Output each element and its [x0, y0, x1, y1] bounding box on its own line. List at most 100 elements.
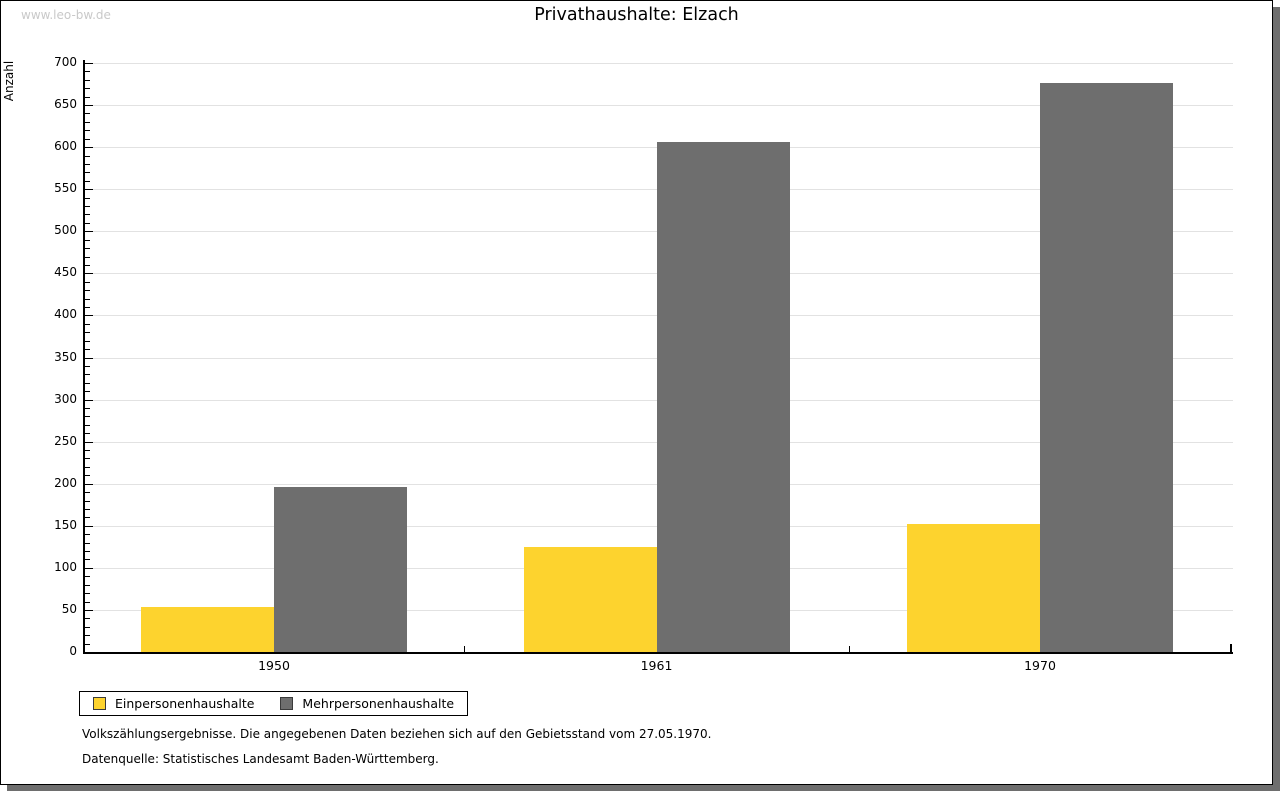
- panel-shadow-right: [1273, 7, 1280, 791]
- y-tick-label: 150: [54, 517, 77, 532]
- y-minor-tick: [85, 71, 90, 73]
- legend-swatch-einpersonenhaushalte: [93, 697, 106, 710]
- y-minor-tick: [85, 635, 90, 637]
- y-minor-tick: [85, 264, 90, 266]
- x-tick-label: 1970: [1024, 658, 1056, 673]
- y-minor-tick: [85, 391, 90, 393]
- y-major-tick: [85, 231, 93, 233]
- y-minor-tick: [85, 290, 90, 292]
- y-minor-tick: [85, 365, 90, 367]
- y-minor-tick: [85, 239, 90, 241]
- legend-item-mehrpersonenhaushalte: Mehrpersonenhaushalte: [280, 696, 454, 711]
- footnote-gebietsstand: Volkszählungsergebnisse. Die angegebenen…: [82, 727, 712, 741]
- y-tick-label: 100: [54, 559, 77, 574]
- legend-label-mehrpersonenhaushalte: Mehrpersonenhaushalte: [302, 696, 455, 711]
- y-minor-tick: [85, 113, 90, 115]
- y-axis-line: [83, 60, 85, 654]
- y-minor-tick: [85, 584, 90, 586]
- y-minor-tick: [85, 643, 90, 645]
- y-minor-tick: [85, 475, 90, 477]
- y-minor-tick: [85, 307, 90, 308]
- y-minor-tick: [85, 626, 90, 628]
- y-tick-label: 500: [54, 223, 77, 238]
- y-minor-tick: [85, 332, 90, 334]
- y-minor-tick: [85, 601, 90, 603]
- y-major-tick: [85, 63, 93, 64]
- y-tick-label: 350: [54, 349, 77, 364]
- y-minor-tick: [85, 281, 90, 283]
- y-minor-tick: [85, 593, 90, 595]
- y-major-tick: [85, 483, 93, 485]
- y-major-tick: [85, 357, 93, 359]
- bar-einpersonenhaushalte-1970: [907, 524, 1040, 652]
- gridline: [85, 105, 1233, 107]
- y-minor-tick: [85, 256, 90, 258]
- y-minor-tick: [85, 500, 90, 502]
- y-major-tick: [85, 189, 93, 191]
- y-major-tick: [85, 525, 93, 527]
- legend: Einpersonenhaushalte Mehrpersonenhaushalt…: [79, 691, 469, 716]
- y-tick-label: 650: [54, 97, 77, 112]
- y-major-tick: [85, 147, 93, 149]
- y-minor-tick: [85, 323, 90, 325]
- y-minor-tick: [85, 96, 90, 98]
- y-minor-tick: [85, 424, 90, 426]
- y-minor-tick: [85, 349, 90, 351]
- y-tick-label: 50: [61, 601, 77, 616]
- watermark: www.leo-bw.de: [21, 8, 111, 22]
- y-minor-tick: [85, 206, 90, 208]
- y-minor-tick: [85, 508, 90, 510]
- y-major-tick: [85, 105, 93, 107]
- y-major-tick: [85, 567, 93, 569]
- y-minor-tick: [85, 340, 90, 342]
- y-minor-tick: [85, 214, 90, 216]
- legend-label-einpersonenhaushalte: Einpersonenhaushalte: [115, 696, 255, 711]
- y-tick-label: 0: [69, 644, 77, 658]
- y-minor-tick: [85, 466, 90, 468]
- x-axis-end-tick: [1230, 644, 1232, 652]
- chart-title: Privathaushalte: Elzach: [534, 5, 739, 25]
- y-minor-tick: [85, 172, 90, 174]
- panel-shadow-bottom: [7, 785, 1273, 791]
- y-minor-tick: [85, 197, 90, 199]
- y-minor-tick: [85, 222, 90, 224]
- y-tick-label: 700: [54, 55, 77, 69]
- y-minor-tick: [85, 492, 90, 494]
- footnote-datenquelle: Datenquelle: Statistisches Landesamt Bad…: [82, 752, 439, 766]
- y-tick-label: 200: [54, 475, 77, 490]
- y-tick-label: 450: [54, 265, 77, 280]
- y-minor-tick: [85, 382, 90, 384]
- y-tick-label: 250: [54, 433, 77, 448]
- y-major-tick: [85, 399, 93, 401]
- y-minor-tick: [85, 576, 90, 578]
- bar-einpersonenhaushalte-1950: [141, 607, 274, 652]
- gridline: [85, 63, 1233, 64]
- y-major-tick: [85, 273, 93, 275]
- x-axis-line: [83, 652, 1233, 654]
- y-minor-tick: [85, 163, 90, 165]
- x-boundary-tick: [464, 646, 465, 652]
- y-minor-tick: [85, 180, 90, 182]
- y-tick-label: 550: [54, 181, 77, 196]
- y-minor-tick: [85, 298, 90, 300]
- y-tick-label: 400: [54, 307, 77, 322]
- y-minor-tick: [85, 433, 90, 435]
- x-boundary-tick: [849, 646, 850, 652]
- y-minor-tick: [85, 138, 90, 140]
- x-tick-label: 1961: [640, 658, 673, 673]
- y-minor-tick: [85, 88, 90, 90]
- y-minor-tick: [85, 551, 90, 553]
- y-minor-tick: [85, 618, 90, 620]
- bar-mehrpersonenhaushalte-1961: [656, 142, 790, 652]
- y-minor-tick: [85, 374, 90, 376]
- y-minor-tick: [85, 542, 90, 544]
- y-major-tick: [85, 315, 93, 317]
- x-tick-label: 1950: [258, 658, 290, 673]
- y-minor-tick: [85, 407, 90, 409]
- bar-mehrpersonenhaushalte-1970: [1040, 83, 1173, 652]
- bar-einpersonenhaushalte-1961: [523, 546, 657, 652]
- y-minor-tick: [85, 130, 90, 132]
- y-minor-tick: [85, 416, 90, 418]
